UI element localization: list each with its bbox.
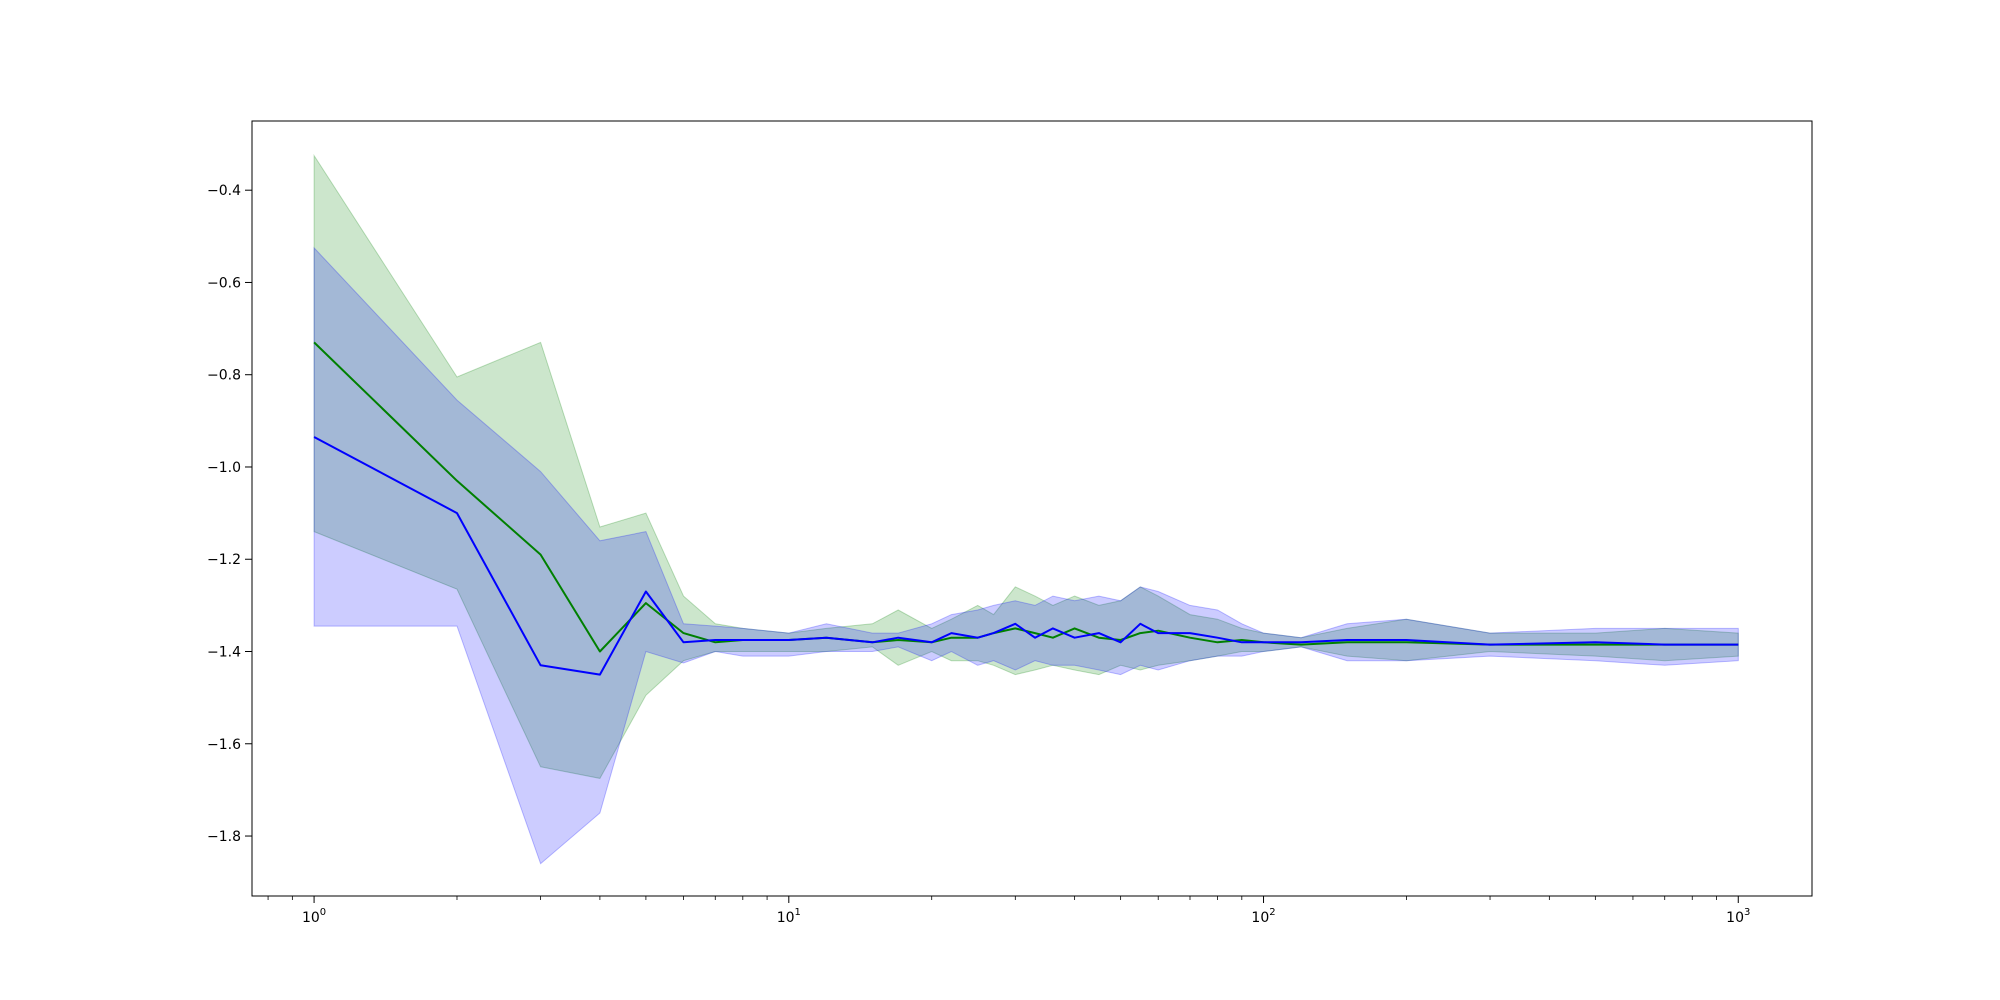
y-tick-label-5: −1.4	[207, 645, 241, 661]
y-tick-label-7: −1.8	[207, 829, 241, 845]
y-tick-label-6: −1.6	[207, 737, 241, 753]
x-tick-label-2: 102	[1251, 907, 1275, 926]
series-1-band	[313, 246, 1739, 865]
series-lines	[313, 341, 1739, 676]
x-tick-label-3: 103	[1726, 907, 1750, 926]
x-axis: 100 101 102 103	[267, 896, 1750, 926]
plot-frame	[251, 120, 1813, 897]
x-tick-label-0: 100	[302, 907, 326, 926]
series-1-line	[313, 436, 1739, 676]
y-tick-label-2: −0.8	[207, 368, 241, 384]
series-0-line	[313, 341, 1739, 653]
y-tick-label-3: −1.0	[207, 460, 241, 476]
y-tick-label-4: −1.2	[207, 552, 241, 568]
y-axis: −0.4 −0.6 −0.8 −1.0 −1.2 −1.4 −1.6 −1.8	[207, 183, 252, 845]
x-tick-label-1: 101	[777, 907, 801, 926]
y-tick-label-1: −0.6	[207, 275, 241, 291]
y-tick-label-0: −0.4	[207, 183, 241, 199]
